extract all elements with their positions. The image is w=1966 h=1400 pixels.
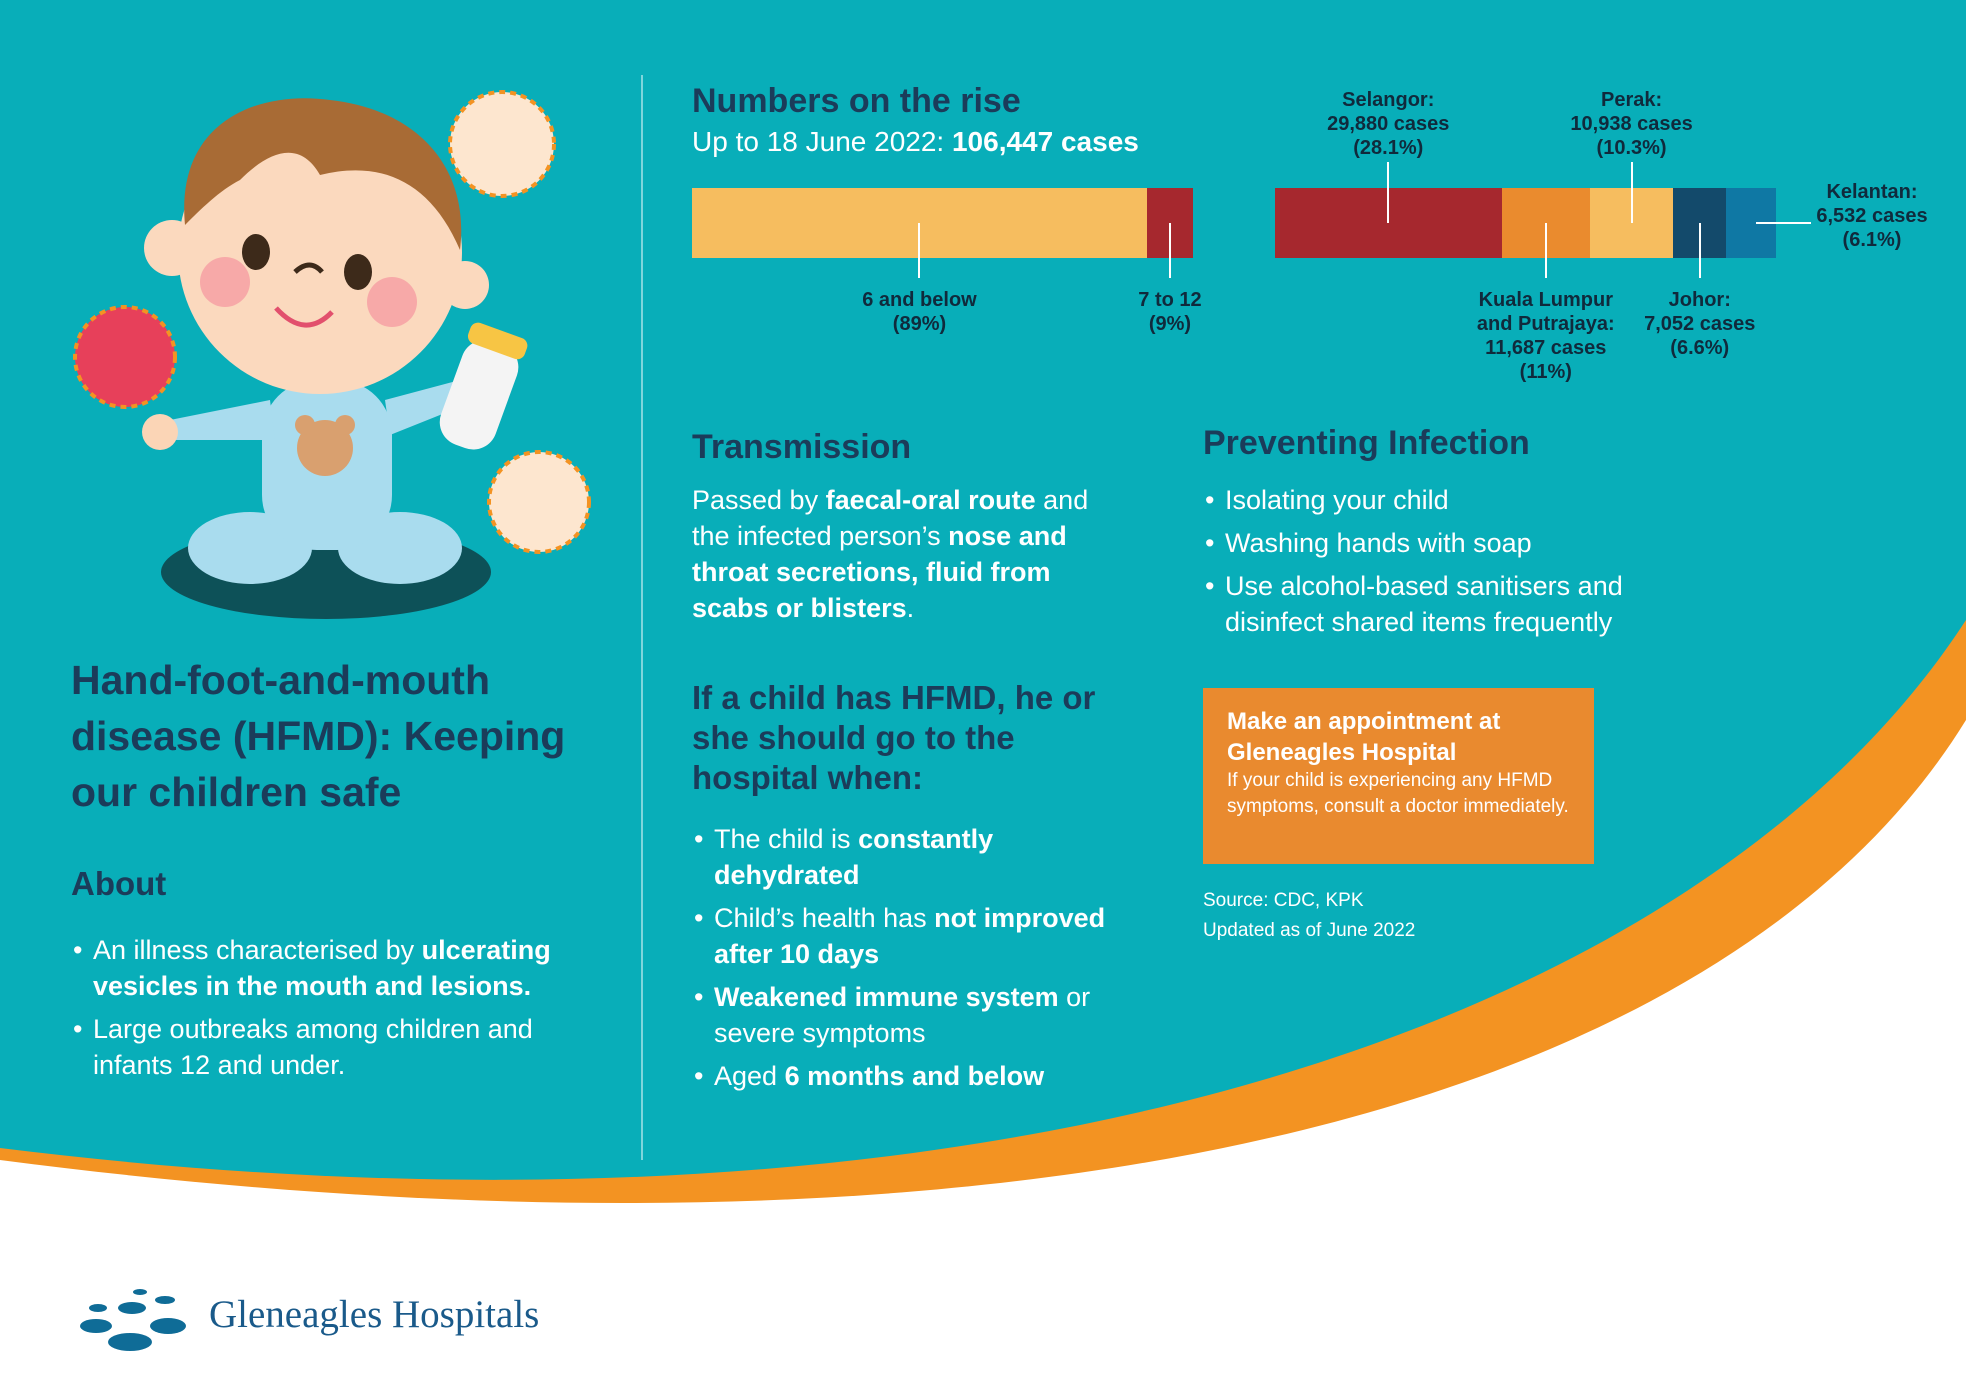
segment-share: (6.1%) (1842, 229, 1902, 251)
connector (1387, 162, 1390, 223)
segment-value: 7,052 cases (1644, 313, 1756, 335)
segment-value: 29,880 cases (1327, 113, 1450, 135)
baby-illustration (73, 90, 591, 619)
text-run: The child is (714, 824, 859, 854)
bullet-item: Washing hands with soap (1203, 525, 1683, 561)
segment-category: Johor: (1668, 289, 1731, 311)
segment-share: (28.1%) (1353, 137, 1424, 159)
numbers-subtitle: Up to 18 June 2022: 106,447 cases (692, 126, 1139, 158)
prevention-heading: Preventing Infection (1203, 424, 1530, 462)
segment-category: 6 and below (862, 289, 977, 311)
bullet-item: Child’s health has not improved after 10… (692, 900, 1112, 972)
segment-category: Kuala Lumpur and Putrajaya: (1476, 289, 1615, 335)
logo-mark (80, 1289, 186, 1351)
connector (1630, 162, 1633, 223)
text-run: Large outbreaks among children and infan… (93, 1014, 533, 1080)
text-run: constantly dehydrated (714, 824, 994, 890)
bullet-item: An illness characterised by ulcerating v… (71, 932, 611, 1004)
segment-value: 6,532 cases (1816, 205, 1928, 227)
connector (1544, 223, 1547, 278)
segment-label: 6 and below (89%) (844, 288, 994, 336)
region-chart: Selangor: 29,880 cases (28.1%) Kuala Lumpur… (1275, 89, 1928, 383)
hospital-list: The child is constantly dehydratedChild’… (692, 821, 1112, 1101)
cta-heading: Make an appointment at Gleneagles Hospit… (1227, 708, 1501, 766)
cta-box: Make an appointment at Gleneagles Hospit… (1203, 688, 1594, 864)
bullet-item: Use alcohol-based sanitisers and disinfe… (1203, 568, 1683, 640)
bullet-item: Isolating your child (1203, 482, 1683, 518)
bullet-item: Large outbreaks among children and infan… (71, 1011, 611, 1083)
transmission-text: Passed by faecal-oral route and the infe… (692, 482, 1112, 626)
text-run: An illness characterised by (93, 935, 422, 965)
segment-value: 11,687 cases (1485, 337, 1607, 359)
bullet-item: The child is constantly dehydrated (692, 821, 1112, 893)
connector (918, 223, 921, 278)
age-chart: 6 and below (89%) 7 to 12 (9%) (692, 188, 1202, 335)
main-title: Hand-foot-and-mouth disease (HFMD): Keep… (71, 657, 566, 815)
text-run: and the infected person’s (692, 485, 1089, 551)
numbers-heading: Numbers on the rise (692, 82, 1021, 120)
text-run: ulcerating vesicles in the mouth and les… (93, 935, 551, 1001)
about-list: An illness characterised by ulcerating v… (71, 932, 611, 1090)
connector (1168, 223, 1171, 278)
connector (1756, 222, 1811, 224)
segment-share: (6.6%) (1670, 337, 1730, 359)
text-run: Weakened immune system (714, 982, 1059, 1012)
segment-label: Selangor: 29,880 cases (28.1%) (1303, 88, 1473, 160)
segment-share: (10.3%) (1596, 137, 1667, 159)
segment-category: Perak: (1600, 89, 1663, 111)
bullet-item: Weakened immune system or severe symptom… (692, 979, 1112, 1051)
prevention-list: Isolating your child Washing hands with s… (1203, 482, 1683, 647)
segment-category: 7 to 12 (1138, 289, 1202, 311)
segment-value: 10,938 cases (1570, 113, 1693, 135)
segment-value: (89%) (892, 313, 947, 335)
text-run: Child’s health has (714, 903, 935, 933)
bullet-item: Aged 6 months and below (692, 1058, 1112, 1094)
teal-background (0, 0, 1966, 1180)
transmission-heading: Transmission (692, 428, 912, 466)
segment-label: Perak: 10,938 cases (10.3%) (1547, 88, 1717, 160)
text-run: Aged (714, 1061, 785, 1091)
text-run: nose and throat secretions, fluid from s… (692, 521, 1067, 623)
text-run: or severe symptoms (714, 982, 1091, 1048)
connector (1698, 223, 1701, 278)
text-run: 106,447 cases (951, 126, 1139, 157)
segment-label: 7 to 12 (9%) (1095, 288, 1245, 336)
text-run: not improved after 10 days (714, 903, 1106, 969)
text-run: Passed by (692, 485, 826, 515)
segment-category: Selangor: (1342, 89, 1435, 111)
text-run: . (906, 593, 915, 623)
text-run: faecal-oral route (825, 485, 1036, 515)
segment-label: Kelantan: 6,532 cases (6.1%) (1807, 180, 1937, 252)
source-line: Source: CDC, KPK (1203, 890, 1364, 911)
segment-share: (11%) (1519, 361, 1572, 383)
segment-label: Kuala Lumpur and Putrajaya: 11,687 cases(… (1471, 288, 1621, 384)
segment-category: Kelantan: (1826, 181, 1918, 203)
segment-value: (9%) (1148, 313, 1192, 335)
logo-text: Gleneagles Hospitals (209, 1293, 540, 1336)
updated-line: Updated as of June 2022 (1203, 920, 1416, 941)
text-run: Up to 18 June 2022: (692, 126, 952, 157)
about-heading: About (71, 865, 167, 902)
segment-label: Johor: 7,052 cases (6.6%) (1625, 288, 1775, 360)
hospital-heading: If a child has HFMD, he or she should go… (692, 679, 1096, 796)
text-run: 6 months and below (784, 1061, 1045, 1091)
cta-text: If your child is experiencing any HFMD s… (1227, 770, 1569, 817)
